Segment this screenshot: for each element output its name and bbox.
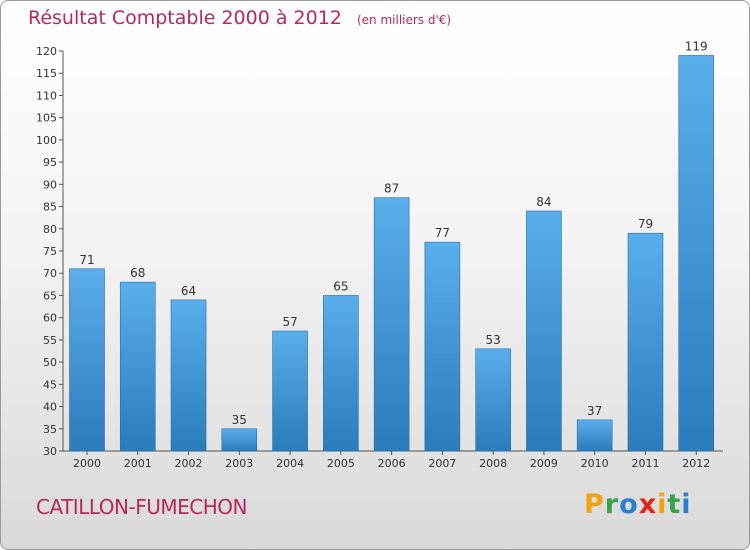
chart-title: Résultat Comptable 2000 à 2012 (28, 7, 342, 29)
bar-2006 (373, 197, 410, 452)
x-tick-label-2002: 2002 (175, 457, 203, 470)
chart-header: Résultat Comptable 2000 à 2012 (en milli… (28, 7, 451, 29)
logo-letter: x (638, 489, 658, 520)
x-tick-label-2008: 2008 (479, 457, 507, 470)
x-tick-label-2007: 2007 (428, 457, 456, 470)
logo-letter: i (657, 489, 668, 520)
x-tick-label-2012: 2012 (682, 457, 710, 470)
value-label-2011: 79 (638, 217, 653, 231)
logo-letter: P (584, 489, 605, 520)
y-tick-label: 100 (36, 134, 57, 147)
bar-2004 (272, 330, 308, 452)
logo-letter: o (619, 489, 639, 520)
y-tick-label: 105 (36, 112, 57, 125)
value-label-2009: 84 (536, 195, 551, 209)
logo-letter: r (604, 489, 620, 520)
y-tick-label: 70 (43, 267, 57, 280)
value-label-2007: 77 (435, 226, 450, 240)
logo-letter: i (681, 489, 692, 520)
x-tick-label-2011: 2011 (631, 457, 659, 470)
value-label-2004: 57 (282, 315, 297, 329)
y-tick-label: 75 (43, 245, 57, 258)
bar-2009 (526, 210, 562, 452)
bar-2001 (119, 281, 156, 452)
value-label-2003: 35 (232, 413, 247, 427)
y-tick-label: 35 (43, 423, 57, 436)
bar-2010 (576, 419, 613, 452)
x-tick-label-2006: 2006 (378, 457, 406, 470)
bar-2000 (69, 268, 105, 452)
y-tick-label: 120 (36, 45, 57, 58)
x-tick-label-2009: 2009 (530, 457, 558, 470)
y-tick-label: 45 (43, 378, 57, 391)
value-label-2001: 68 (130, 266, 145, 280)
y-tick-label: 90 (43, 178, 57, 191)
value-label-2006: 87 (384, 182, 399, 196)
bar-2007 (424, 241, 461, 452)
y-tick-label: 60 (43, 312, 57, 325)
y-tick-label: 55 (43, 334, 57, 347)
y-tick-label: 40 (43, 401, 57, 414)
y-tick-label: 80 (43, 223, 57, 236)
value-label-2012: 119 (685, 39, 708, 53)
x-tick-label-2000: 2000 (73, 457, 101, 470)
y-tick-label: 30 (43, 445, 57, 458)
bar-2005 (323, 295, 359, 452)
proxiti-logo: Proxiti (584, 489, 692, 520)
bar-2012 (678, 55, 715, 452)
y-tick-label: 115 (36, 67, 57, 80)
value-label-2000: 71 (79, 253, 94, 267)
bar-2003 (221, 428, 258, 452)
value-label-2002: 64 (181, 284, 196, 298)
y-tick-label: 50 (43, 356, 57, 369)
bar-2011 (627, 232, 664, 452)
bar-2002 (170, 299, 207, 452)
bar-2008 (475, 348, 511, 452)
commune-name: CATILLON-FUMECHON (36, 495, 247, 519)
y-tick-label: 110 (36, 89, 57, 102)
y-tick-label: 95 (43, 156, 57, 169)
x-tick-label-2003: 2003 (225, 457, 253, 470)
value-label-2008: 53 (486, 333, 501, 347)
x-tick-label-2010: 2010 (581, 457, 609, 470)
x-tick-label-2005: 2005 (327, 457, 355, 470)
logo-letter: t (667, 489, 682, 520)
value-label-2005: 65 (333, 279, 348, 293)
x-tick-label-2004: 2004 (276, 457, 304, 470)
chart-unit-note: (en milliers d'€) (356, 13, 452, 27)
y-tick-label: 65 (43, 289, 57, 302)
x-tick-label-2001: 2001 (124, 457, 152, 470)
y-tick-label: 85 (43, 201, 57, 214)
value-label-2010: 37 (587, 404, 602, 418)
